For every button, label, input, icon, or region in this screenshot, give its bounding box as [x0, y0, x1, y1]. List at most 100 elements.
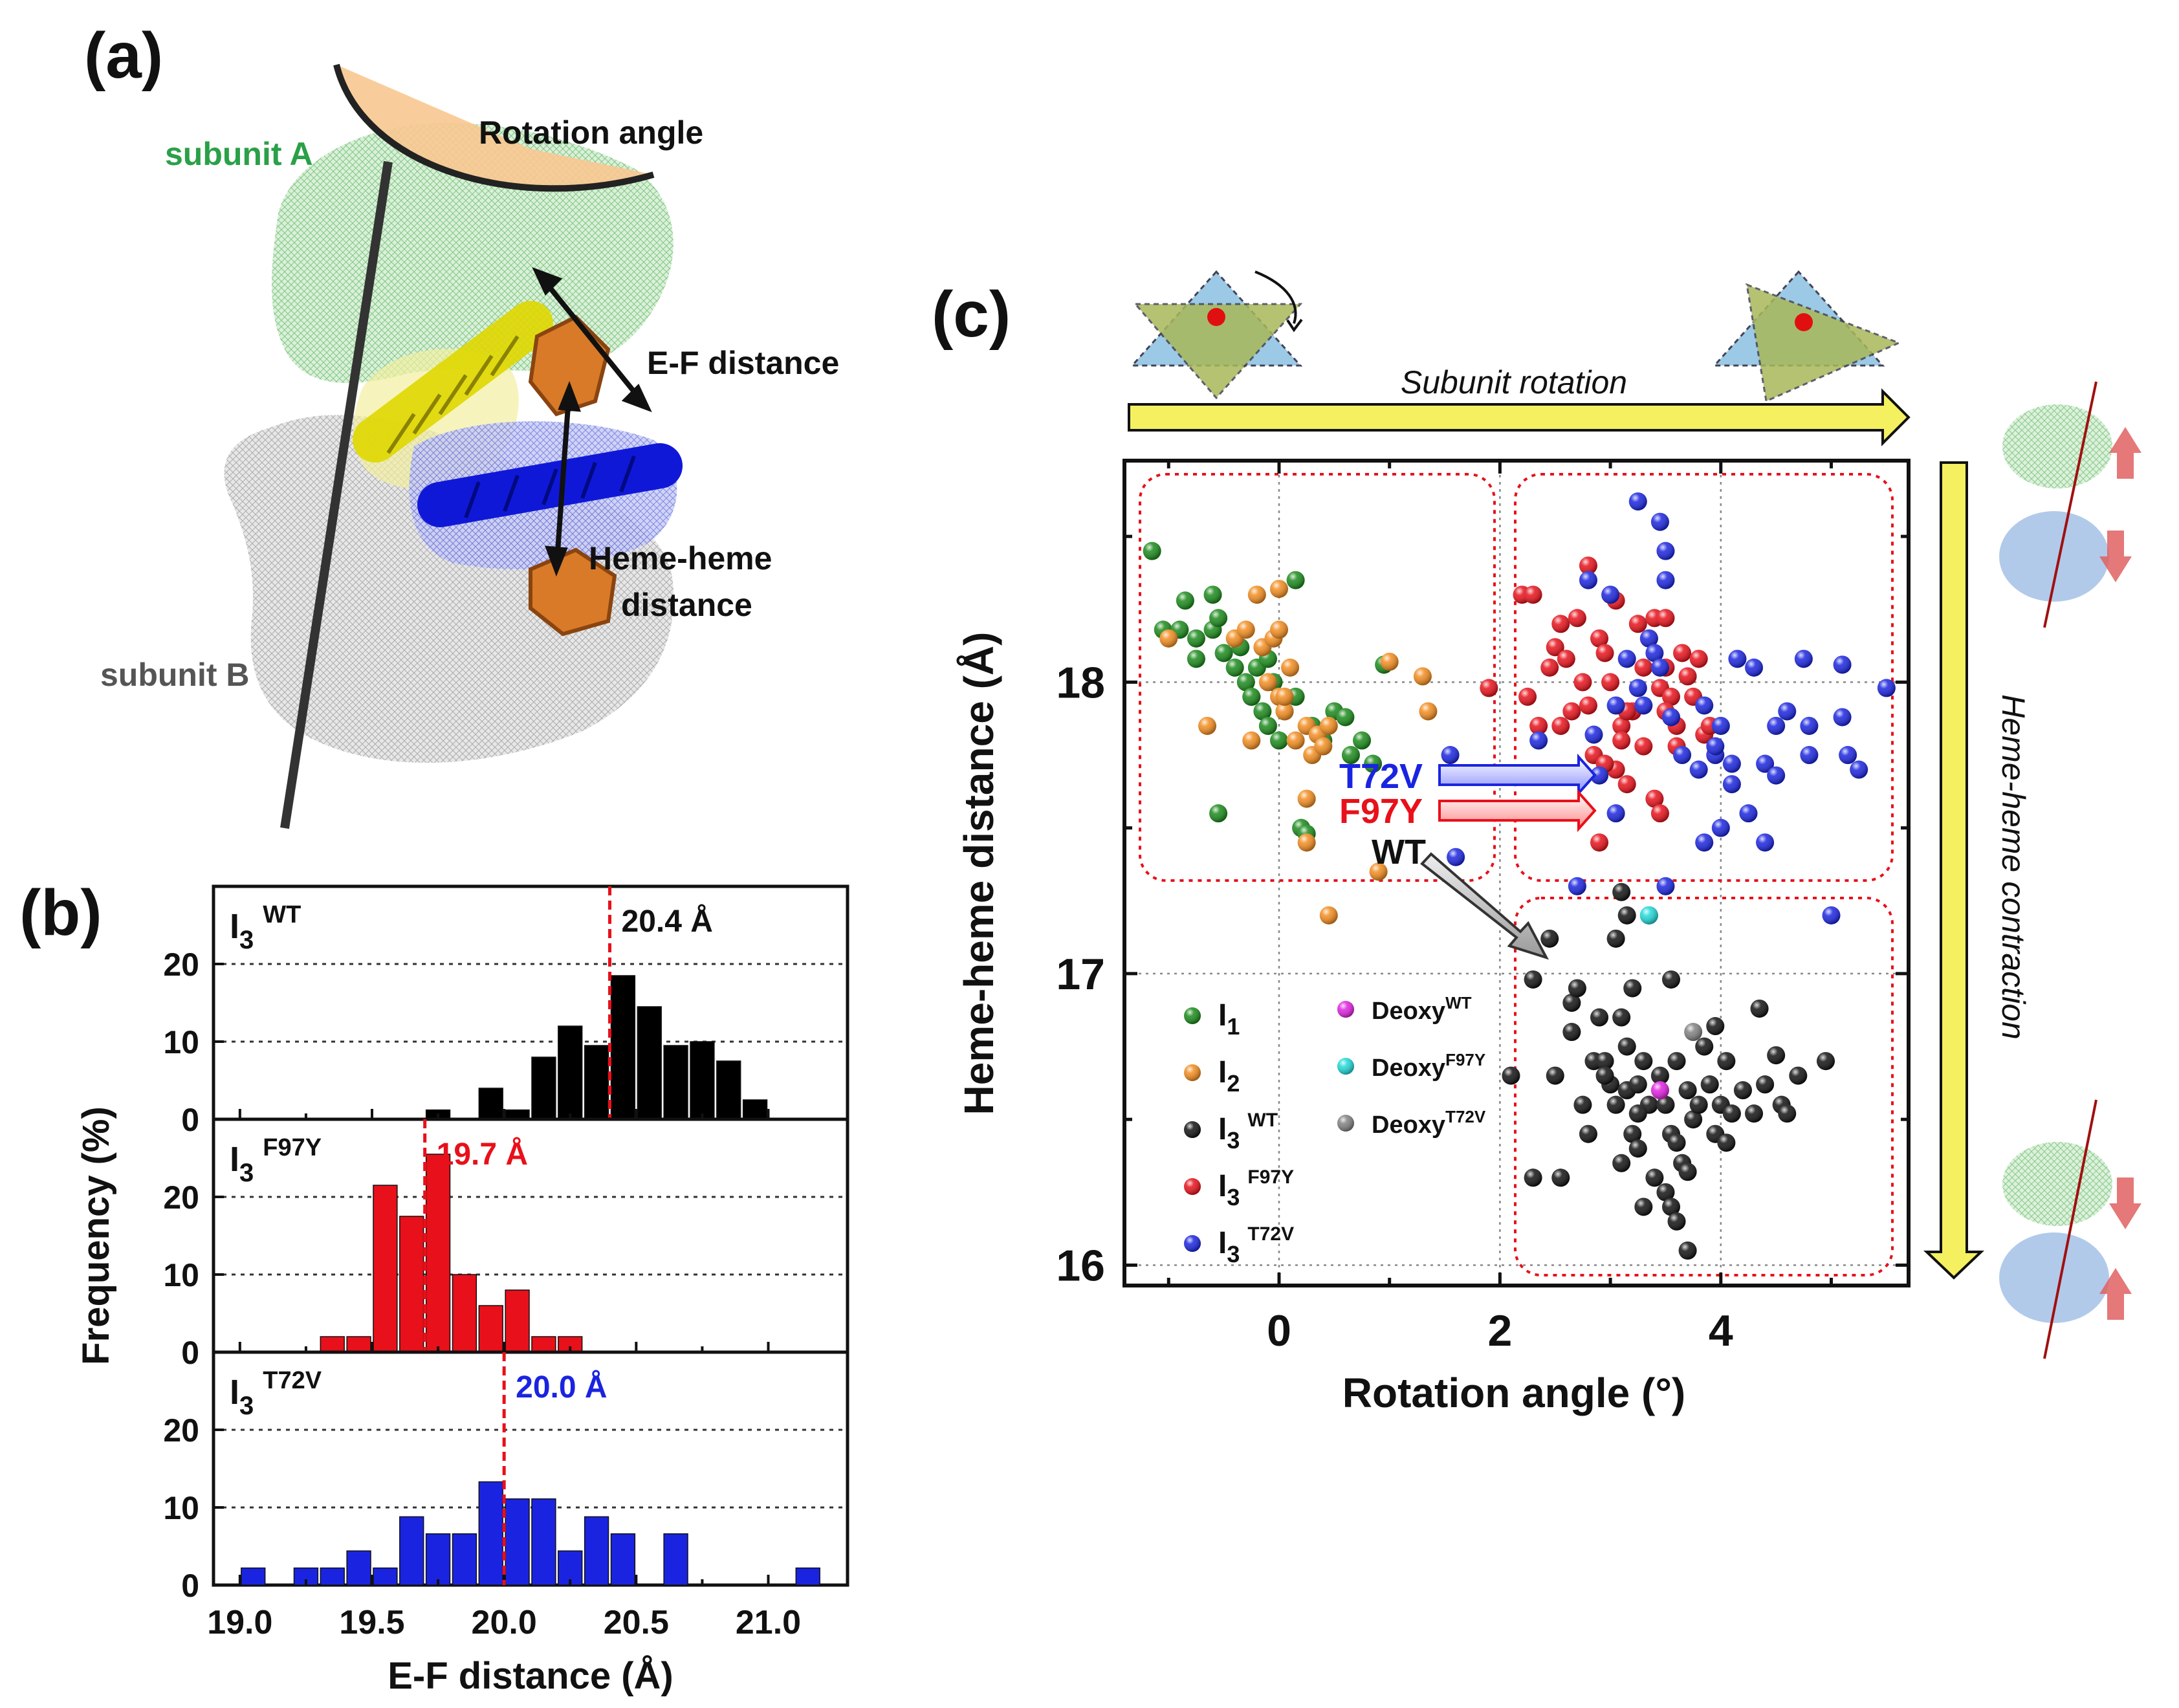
scatter-point-shine	[1253, 702, 1272, 721]
scatter-point-shine	[1628, 492, 1647, 511]
scatter-point-shine	[1695, 833, 1714, 852]
scatter-point-shine	[1242, 731, 1261, 750]
hist-f97y-bar	[505, 1289, 530, 1353]
scatter-point-shine	[1159, 629, 1178, 648]
scatter-point-shine	[1319, 716, 1338, 735]
scatter-point-shine	[1198, 716, 1217, 735]
scatter-y-axis-label: Heme-heme distance (Å)	[956, 632, 1002, 1115]
legend-label-main: Deoxy	[1372, 1111, 1445, 1139]
scatter-point-shine	[1756, 833, 1775, 852]
dimer-contracted-icon	[1999, 1099, 2141, 1359]
scatter-point-shine	[1634, 737, 1653, 756]
center-dot-end-icon	[1795, 313, 1813, 331]
legend-label-main: I	[1218, 1169, 1227, 1203]
scatter-point	[1756, 754, 1775, 773]
scatter-legend: I1I2I3WTI3F97YI3T72VDeoxyWTDeoxyF97YDeox…	[1184, 993, 1486, 1267]
scatter-point	[1816, 1052, 1835, 1071]
f97y-arrow-icon	[1438, 789, 1597, 833]
scatter-point-shine	[1667, 1133, 1686, 1152]
scatter-point	[1634, 1052, 1653, 1071]
scatter-point-shine	[1606, 1095, 1625, 1114]
scatter-tick-labels: 0 2 4 16 17 18	[1056, 658, 1733, 1355]
scatter-point	[1447, 848, 1465, 866]
scatter-point-shine	[1601, 673, 1620, 692]
legend-label-sub: 1	[1227, 1013, 1240, 1040]
subunit-a-label: subunit A	[165, 136, 313, 172]
scatter-point-shine	[1650, 512, 1669, 531]
hist-f97y-bar	[531, 1336, 556, 1353]
legend-item: DeoxyT72V	[1337, 1107, 1486, 1139]
scatter-point	[1369, 862, 1388, 881]
scatter-point-shine	[1728, 650, 1747, 668]
scatter-point-shine	[1833, 708, 1852, 727]
legend-item: I3 F97Y	[1184, 1166, 1294, 1210]
scatter-point-shine	[1678, 1081, 1697, 1100]
legend-marker-shine	[1184, 1178, 1201, 1195]
scatter-point	[1617, 775, 1636, 794]
t72v-arrow: T72V	[1339, 753, 1597, 797]
scatter-point	[1650, 1066, 1669, 1085]
f97y-arrow: F97Y	[1339, 789, 1597, 833]
scatter-point	[1700, 1075, 1719, 1094]
legend-marker-shine	[1337, 1001, 1354, 1018]
hist-wt-legend-main: I	[230, 907, 239, 946]
hist-wt-bar	[663, 1045, 688, 1120]
scatter-point	[1639, 629, 1658, 648]
scatter-point-shine	[1419, 702, 1438, 721]
scatter-point-shine	[1816, 1052, 1835, 1071]
legend-item: I2	[1184, 1055, 1240, 1097]
f97y-arrow-label: F97Y	[1339, 792, 1423, 831]
scatter-point	[1833, 708, 1852, 727]
scatter-point	[1678, 1241, 1697, 1260]
scatter-point-shine	[1733, 1081, 1752, 1100]
scatter-point	[1628, 1075, 1647, 1094]
scatter-point	[1695, 1037, 1714, 1056]
scatter-point	[1236, 620, 1255, 639]
hist-t72v-bar	[425, 1533, 451, 1586]
scatter-point	[1678, 1163, 1697, 1181]
scatter-point	[1557, 650, 1575, 668]
scatter-point-shine	[1656, 542, 1675, 560]
scatter-point	[1209, 609, 1228, 628]
scatter-point-shine	[1656, 609, 1675, 628]
scatter-point-shine	[1794, 650, 1813, 668]
scatter-point	[1639, 906, 1658, 925]
scatter-point	[1341, 746, 1360, 765]
scatter-point	[1695, 696, 1714, 715]
legend-item: DeoxyF97Y	[1337, 1050, 1485, 1082]
scatter-point-shine	[1540, 929, 1559, 948]
scatter-point-shine	[1258, 673, 1277, 692]
heme-arrowhead-bottom-icon	[545, 545, 568, 577]
scatter-point-shine	[1767, 1046, 1786, 1065]
scatter-point	[1822, 906, 1841, 925]
scatter-point	[1297, 833, 1316, 852]
scatter-point-shine	[1176, 591, 1194, 610]
scatter-point-shine	[1579, 1124, 1597, 1143]
scatter-point	[1656, 1095, 1675, 1114]
hist-f97y-median-label: 19.7 Å	[437, 1137, 528, 1172]
scatter-point-shine	[1706, 737, 1725, 756]
scatter-point	[1839, 746, 1857, 765]
hist-t72v-ytick-label: 10	[163, 1490, 199, 1526]
region-i1-i2	[1139, 473, 1496, 882]
scatter-point	[1595, 1052, 1614, 1071]
scatter-point-shine	[1756, 1075, 1775, 1094]
scatter-point	[1225, 658, 1244, 677]
scatter-point-shine	[1667, 1052, 1686, 1071]
scatter-point	[1198, 716, 1217, 735]
rotate-arrow-icon	[1254, 270, 1297, 324]
scatter-point	[1584, 725, 1603, 744]
protein-illustration	[224, 63, 683, 829]
scatter-point-shine	[1684, 1023, 1703, 1042]
scatter-point-shine	[1568, 609, 1586, 628]
hist-f97y-bar	[425, 1154, 451, 1353]
scatter-point	[1623, 1124, 1642, 1143]
scatter-point-shine	[1562, 1023, 1581, 1042]
scatter-point-shine	[1800, 716, 1819, 735]
scatter-point	[1573, 673, 1592, 692]
scatter-point-shine	[1524, 1168, 1542, 1187]
scatter-point-shine	[1551, 716, 1570, 735]
scatter-point-shine	[1341, 746, 1360, 765]
scatter-point	[1689, 650, 1708, 668]
